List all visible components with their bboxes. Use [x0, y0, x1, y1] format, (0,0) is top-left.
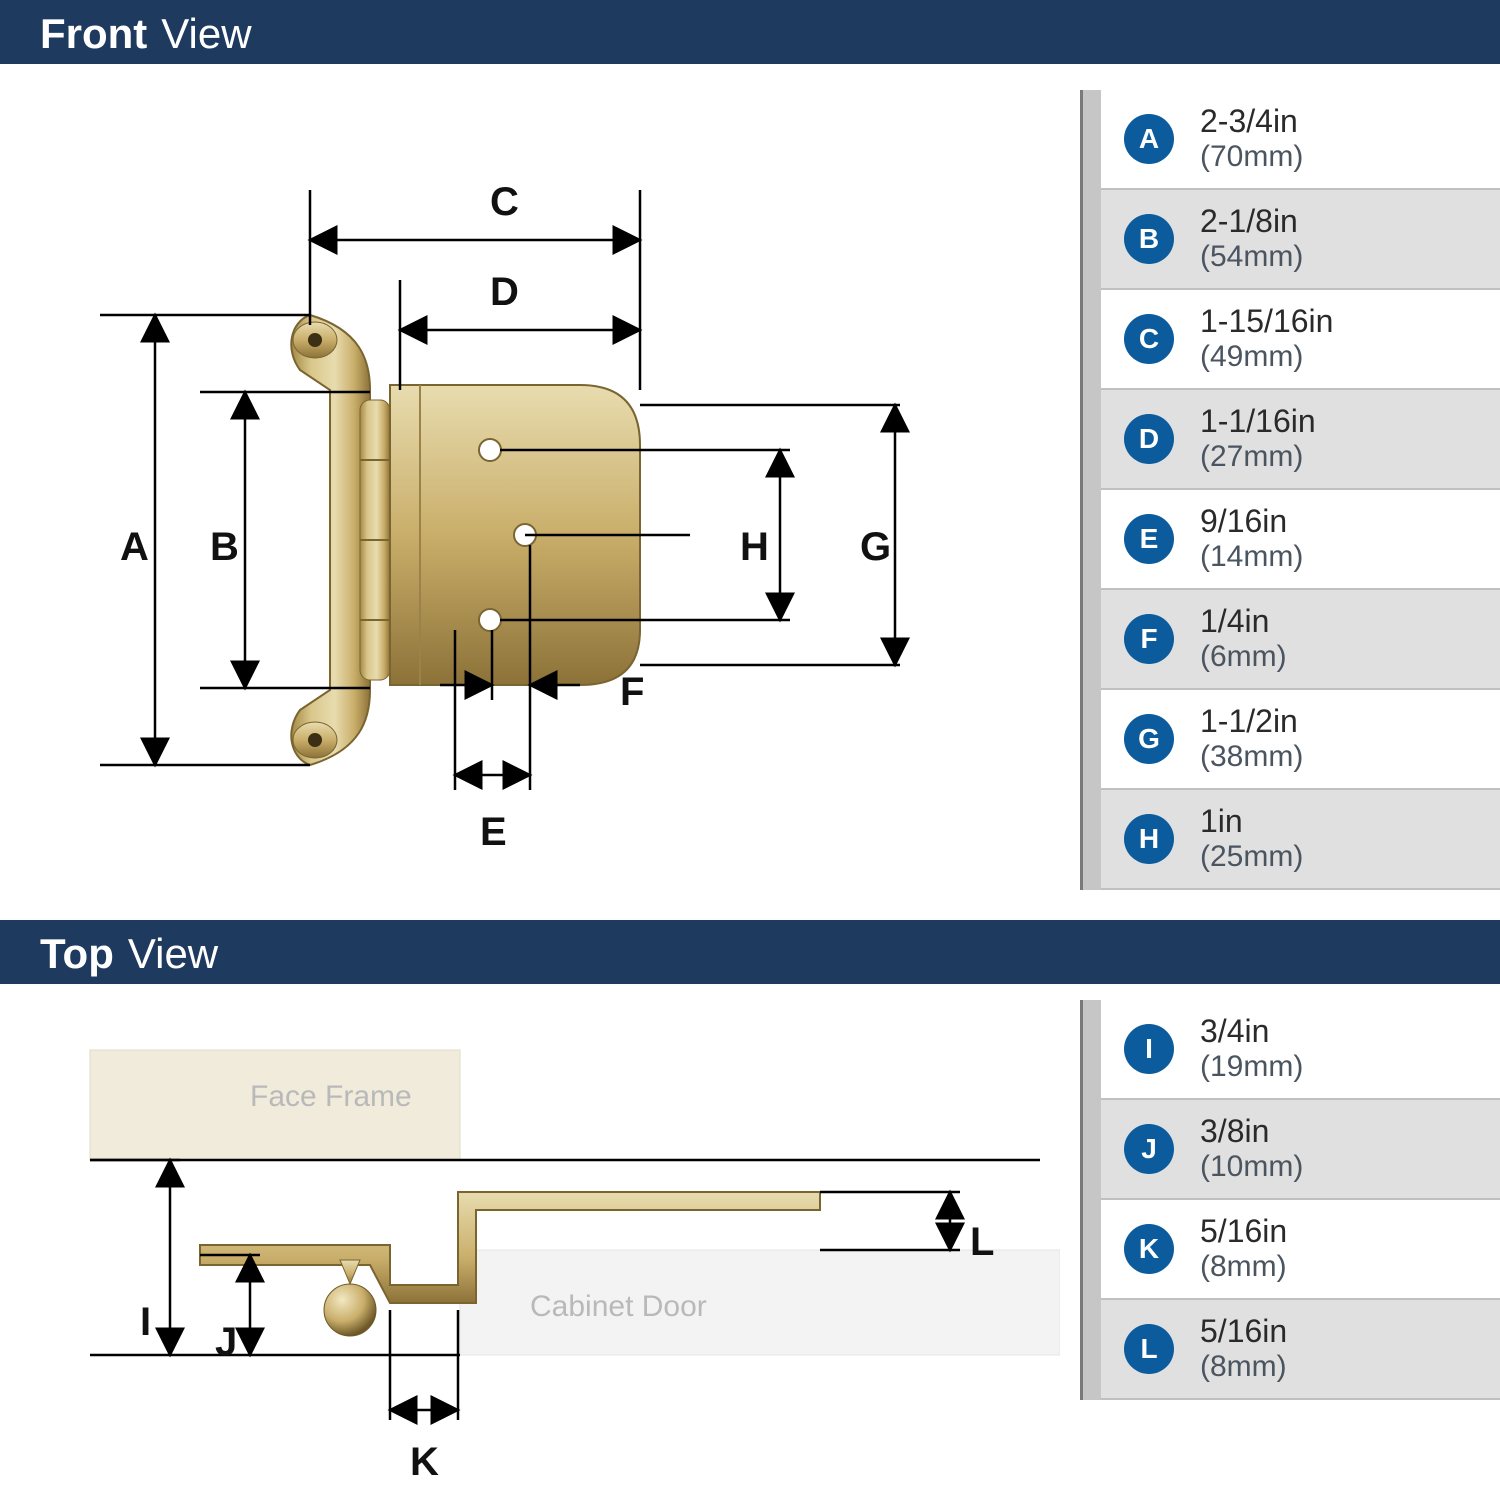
dim-in-J: 3/8in [1200, 1113, 1303, 1150]
dim-label-K: K [410, 1440, 439, 1485]
dim-mm-J: (10mm) [1200, 1150, 1303, 1185]
dim-badge-K: K [1124, 1224, 1174, 1274]
legend-row-L: L 5/16in(8mm) [1100, 1300, 1500, 1400]
dim-in-F: 1/4in [1200, 603, 1287, 640]
front-svg [60, 130, 1060, 890]
legend-row-H: H 1in(25mm) [1100, 790, 1500, 890]
dim-in-H: 1in [1200, 803, 1303, 840]
legend-row-E: E 9/16in(14mm) [1100, 490, 1500, 590]
dim-in-G: 1-1/2in [1200, 703, 1303, 740]
top-svg [60, 1010, 1060, 1490]
dim-mm-F: (6mm) [1200, 640, 1287, 675]
dim-badge-A: A [1124, 114, 1174, 164]
legend-front: A 2-3/4in(70mm) B 2-1/8in(54mm) C 1-15/16in(4… [1098, 90, 1500, 890]
legend-row-A: A 2-3/4in(70mm) [1100, 90, 1500, 190]
dim-label-L: L [970, 1220, 994, 1265]
dim-badge-L: L [1124, 1324, 1174, 1374]
dim-mm-C: (49mm) [1200, 340, 1333, 375]
dim-badge-C: C [1124, 314, 1174, 364]
dim-in-I: 3/4in [1200, 1013, 1303, 1050]
canvas: Front View A 2-3/4in(70mm) B 2-1/8in(54mm) C… [0, 0, 1500, 1500]
hinge-mount-plate [291, 315, 370, 765]
dim-badge-E: E [1124, 514, 1174, 564]
dim-mm-D: (27mm) [1200, 440, 1316, 475]
dim-mm-K: (8mm) [1200, 1250, 1287, 1285]
legend-stripe [1080, 90, 1101, 890]
dim-mm-A: (70mm) [1200, 140, 1303, 175]
header-top-light: View [128, 930, 218, 978]
dim-mm-B: (54mm) [1200, 240, 1303, 275]
dim-in-A: 2-3/4in [1200, 103, 1303, 140]
top-diagram: I J K L Face Frame Cabinet Door [60, 1010, 1060, 1490]
legend-row-F: F 1/4in(6mm) [1100, 590, 1500, 690]
legend-row-I: I 3/4in(19mm) [1100, 1000, 1500, 1100]
dim-in-E: 9/16in [1200, 503, 1303, 540]
dim-badge-F: F [1124, 614, 1174, 664]
dim-mm-E: (14mm) [1200, 540, 1303, 575]
dim-label-C: C [490, 180, 519, 225]
dim-label-B: B [210, 525, 239, 570]
legend-row-C: C 1-15/16in(49mm) [1100, 290, 1500, 390]
legend-stripe [1080, 1000, 1101, 1400]
dim-badge-J: J [1124, 1124, 1174, 1174]
dim-mm-L: (8mm) [1200, 1350, 1287, 1385]
dim-label-E: E [480, 810, 507, 855]
dim-in-C: 1-15/16in [1200, 303, 1333, 340]
dim-badge-I: I [1124, 1024, 1174, 1074]
dim-badge-H: H [1124, 814, 1174, 864]
part-label-face-frame: Face Frame [250, 1080, 412, 1114]
header-front-bold: Front [40, 10, 147, 58]
dim-label-A: A [120, 525, 149, 570]
header-front: Front View [0, 0, 1500, 64]
dim-mm-G: (38mm) [1200, 740, 1303, 775]
legend-row-J: J 3/8in(10mm) [1100, 1100, 1500, 1200]
legend-row-G: G 1-1/2in(38mm) [1100, 690, 1500, 790]
dim-in-B: 2-1/8in [1200, 203, 1303, 240]
legend-row-K: K 5/16in(8mm) [1100, 1200, 1500, 1300]
dim-in-L: 5/16in [1200, 1313, 1287, 1350]
dim-in-D: 1-1/16in [1200, 403, 1316, 440]
dim-mm-I: (19mm) [1200, 1050, 1303, 1085]
dim-label-J: J [215, 1320, 237, 1365]
dim-label-F: F [620, 670, 644, 715]
dim-in-K: 5/16in [1200, 1213, 1287, 1250]
part-label-cabinet-door: Cabinet Door [530, 1290, 707, 1324]
dim-label-D: D [490, 270, 519, 315]
legend-row-D: D 1-1/16in(27mm) [1100, 390, 1500, 490]
header-front-light: View [161, 10, 251, 58]
legend-top: I3/4in(19mm)J3/8in(10mm)K5/16in(8mm)L5/1… [1098, 1000, 1500, 1400]
dim-label-H: H [740, 525, 769, 570]
dim-badge-G: G [1124, 714, 1174, 764]
header-top: Top View [0, 920, 1500, 984]
dim-mm-H: (25mm) [1200, 840, 1303, 875]
dim-badge-B: B [1124, 214, 1174, 264]
legend-row-B: B 2-1/8in(54mm) [1100, 190, 1500, 290]
dim-label-G: G [860, 525, 891, 570]
front-diagram: A B CD E F G H [60, 130, 1060, 890]
dim-badge-D: D [1124, 414, 1174, 464]
header-top-bold: Top [40, 930, 114, 978]
dim-label-I: I [140, 1300, 151, 1345]
